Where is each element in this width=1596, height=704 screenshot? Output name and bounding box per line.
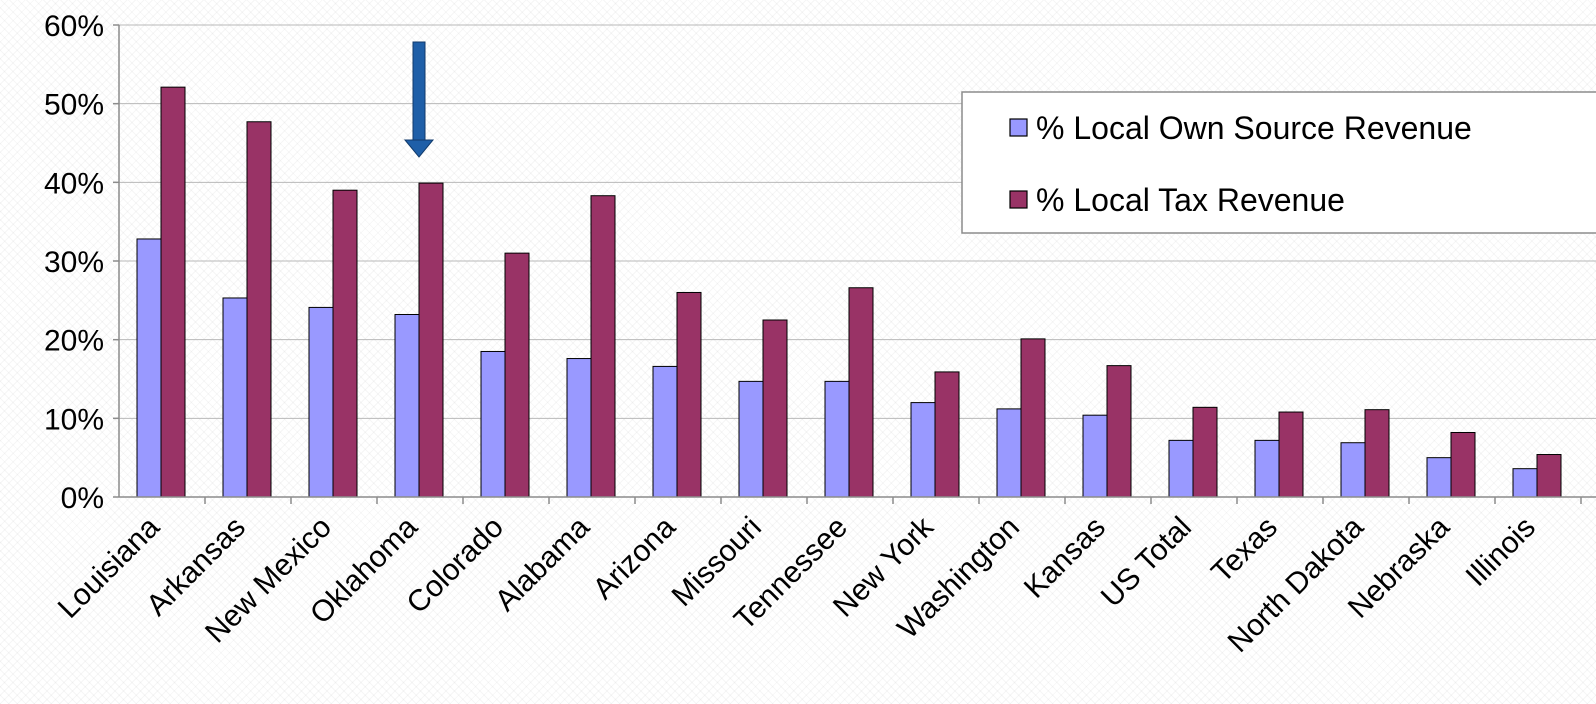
bar-own-source-new-york [910,402,936,498]
category-label: Texas [1205,511,1284,590]
bar-tax-illinois [1536,454,1562,498]
bar-own-source-colorado [480,350,506,498]
bar-own-source-illinois [1512,468,1538,498]
legend-swatch-tax [1009,190,1028,209]
bar-tax-nebraska [1450,431,1476,498]
bar-tax-us-total [1192,406,1218,498]
bar-own-source-missouri [738,380,764,498]
bar-tax-missouri [762,319,788,498]
y-tick-label: 60% [44,10,104,43]
axes [113,24,1596,504]
bar-own-source-alabama [566,358,592,498]
bar-own-source-north-dakota [1340,442,1366,498]
category-label: Alabama [489,510,596,617]
bar-tax-alabama [590,195,616,498]
bar-own-source-new-mexico [308,306,334,498]
y-tick-label: 0% [61,482,104,515]
bar-tax-washington [1020,338,1046,498]
bar-own-source-arizona [652,365,678,498]
legend-swatch-own-source [1009,118,1028,137]
bar-own-source-kansas [1082,414,1108,498]
legend-box [961,91,1596,234]
bar-own-source-tennessee [824,380,850,498]
bar-own-source-texas [1254,439,1280,498]
oklahoma-arrow [403,41,435,158]
bar-tax-colorado [504,252,530,498]
bar-tax-texas [1278,411,1304,498]
bar-tax-new-york [934,371,960,498]
category-label: US Total [1095,511,1198,614]
bar-tax-louisiana [160,86,186,498]
bar-tax-north-dakota [1364,409,1390,498]
bar-tax-arkansas [246,121,272,498]
bar-tax-kansas [1106,365,1132,498]
legend: % Local Own Source Revenue % Local Tax R… [961,91,1596,234]
bars [136,86,1562,498]
bar-tax-new-mexico [332,189,358,498]
y-tick-label: 10% [44,403,104,436]
arrow-head [403,139,435,158]
bar-own-source-oklahoma [394,313,420,498]
y-tick-label: 50% [44,89,104,122]
bar-tax-arizona [676,291,702,498]
bar-own-source-nebraska [1426,457,1452,498]
bar-own-source-louisiana [136,238,162,498]
y-tick-labels: 0% 10% 20% 30% 40% 50% 60% [44,10,104,515]
legend-label-tax: % Local Tax Revenue [1036,182,1345,218]
y-tick-label: 40% [44,167,104,200]
bar-tax-oklahoma [418,182,444,498]
grid-lines [119,24,1596,419]
category-label: Illinois [1460,511,1542,593]
bar-own-source-arkansas [222,297,248,498]
bar-own-source-washington [996,408,1022,498]
arrow-shaft [412,41,426,141]
bar-own-source-us-total [1168,439,1194,498]
y-tick-label: 20% [44,325,104,358]
legend-label-own-source: % Local Own Source Revenue [1036,110,1472,146]
bar-tax-tennessee [848,287,874,498]
y-tick-label: 30% [44,246,104,279]
